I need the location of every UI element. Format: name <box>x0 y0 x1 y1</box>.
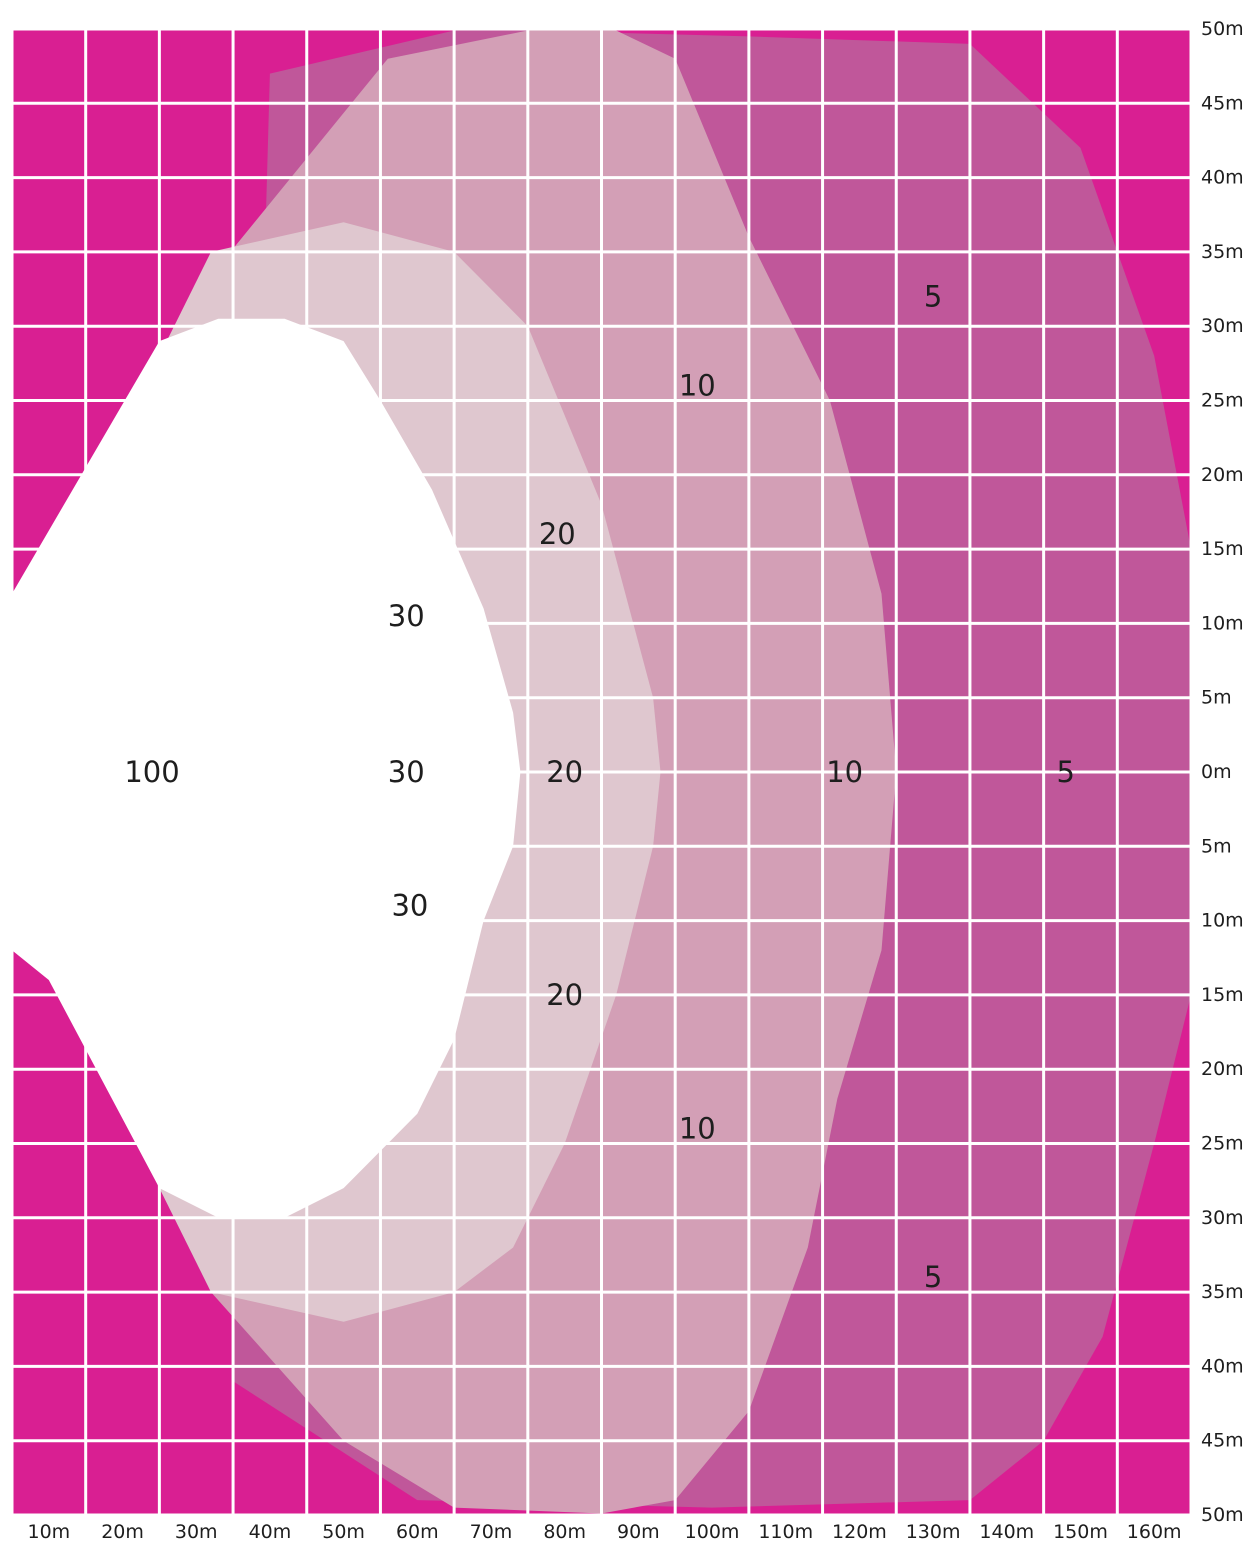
zone-label-5: 5 <box>924 1260 942 1294</box>
zone-label-10: 10 <box>679 1112 716 1146</box>
zone-label-20: 20 <box>539 517 576 551</box>
grid-lines <box>10 27 1193 1517</box>
zone-label-30: 30 <box>388 755 425 789</box>
x-tick-label: 10m <box>28 1521 71 1543</box>
x-tick-label: 70m <box>470 1521 513 1543</box>
x-tick-label: 80m <box>543 1521 586 1543</box>
zone-100 <box>12 318 521 1218</box>
x-tick-label: 150m <box>1053 1521 1108 1543</box>
y-tick-label: 40m <box>1201 1355 1244 1377</box>
x-tick-label: 130m <box>906 1521 961 1543</box>
x-tick-label: 50m <box>322 1521 365 1543</box>
x-tick-label: 60m <box>396 1521 439 1543</box>
zone-label-30: 30 <box>388 599 425 633</box>
y-tick-label: 25m <box>1201 1133 1244 1155</box>
y-tick-label: 5m <box>1201 687 1232 709</box>
y-axis-tick-labels: 50m 45m 40m 35m 30m 25m 20m 15m 10m 5m 0m 5m 10m 15m 2… <box>1201 18 1244 1526</box>
zone-label-100: 100 <box>124 755 179 789</box>
y-tick-label: 30m <box>1201 1207 1244 1229</box>
y-tick-label: 40m <box>1201 167 1244 189</box>
zone-label-5: 5 <box>924 279 942 313</box>
y-tick-label: 15m <box>1201 538 1244 560</box>
x-axis-tick-labels: 10m 20m 30m 40m 50m 60m 70m 80m 90m 100m 110m 120m 1… <box>28 1521 1182 1543</box>
x-tick-label: 140m <box>979 1521 1034 1543</box>
zone-label-5: 5 <box>1057 755 1075 789</box>
x-tick-label: 20m <box>101 1521 144 1543</box>
y-tick-label: 20m <box>1201 464 1244 486</box>
y-tick-label: 10m <box>1201 910 1244 932</box>
y-tick-label: 35m <box>1201 241 1244 263</box>
y-tick-label: 30m <box>1201 315 1244 337</box>
y-tick-label: 20m <box>1201 1058 1244 1080</box>
x-tick-label: 40m <box>249 1521 292 1543</box>
x-tick-label: 100m <box>685 1521 740 1543</box>
x-tick-label: 120m <box>832 1521 887 1543</box>
y-tick-label: 35m <box>1201 1281 1244 1303</box>
y-tick-label: 10m <box>1201 612 1244 634</box>
zone-labels: 5 5 5 10 10 10 20 20 20 100 30 30 30 <box>124 279 1075 1294</box>
y-tick-label: 25m <box>1201 390 1244 412</box>
zone-label-20: 20 <box>546 978 583 1012</box>
x-tick-label: 110m <box>758 1521 813 1543</box>
y-tick-label: 50m <box>1201 18 1244 40</box>
y-tick-label: 45m <box>1201 1430 1244 1452</box>
y-tick-label: 15m <box>1201 984 1244 1006</box>
x-tick-label: 90m <box>617 1521 660 1543</box>
x-tick-label: 30m <box>175 1521 218 1543</box>
x-tick-label: 160m <box>1127 1521 1182 1543</box>
y-tick-label: 0m <box>1201 761 1232 783</box>
y-tick-label: 5m <box>1201 835 1232 857</box>
y-tick-label: 45m <box>1201 92 1244 114</box>
zone-label-10: 10 <box>826 755 863 789</box>
y-tick-label: 50m <box>1201 1504 1244 1526</box>
zone-label-30: 30 <box>391 889 428 923</box>
zone-label-20: 20 <box>546 755 583 789</box>
zone-label-10: 10 <box>679 369 716 403</box>
